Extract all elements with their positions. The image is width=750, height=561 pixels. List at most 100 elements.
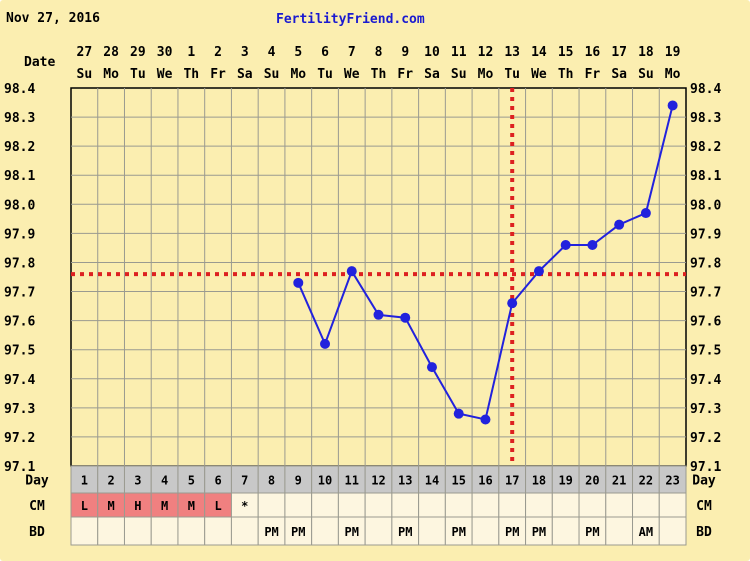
cm-cell [204, 492, 232, 518]
cm-cell [337, 492, 366, 518]
bd-cell-value: AM [639, 525, 653, 539]
temperature-point [560, 240, 571, 251]
bd-cell-value: PM [264, 525, 278, 539]
cm-cell-value: M [188, 499, 195, 513]
weekday-label: We [531, 67, 547, 82]
cm-cell-value: M [161, 499, 168, 513]
y-tick-left: 97.4 [4, 373, 35, 388]
temperature-point [480, 414, 491, 425]
bd-cell [364, 516, 393, 546]
day-cell-value: 23 [665, 474, 679, 488]
day-cell [150, 465, 179, 494]
day-cell-value: 20 [585, 474, 599, 488]
date-row-label: Date [24, 55, 55, 70]
bd-cell [204, 516, 232, 546]
temperature-point [533, 266, 544, 277]
y-tick-left: 97.8 [4, 256, 35, 271]
date-label: 27 [77, 45, 93, 60]
day-cell-value: 9 [295, 474, 302, 488]
cm-cell [230, 492, 259, 518]
cm-cell [551, 492, 580, 518]
bd-cell [123, 516, 152, 546]
cm-cell [418, 492, 446, 518]
day-cell-value: 15 [451, 474, 465, 488]
date-label: 13 [504, 45, 520, 60]
y-tick-left: 97.6 [4, 315, 35, 330]
temperature-point [614, 219, 625, 230]
day-cell [551, 465, 580, 494]
cm-cell [177, 492, 206, 518]
date-label: 10 [424, 45, 440, 60]
weekday-label: Th [558, 67, 574, 82]
day-cell-value: 13 [398, 474, 412, 488]
y-tick-left: 98.2 [4, 140, 35, 155]
day-cell [204, 465, 232, 494]
weekday-label: Th [371, 67, 387, 82]
bd-cell [498, 516, 527, 546]
weekday-label: Mo [665, 67, 681, 82]
date-label: 15 [558, 45, 574, 60]
day-cell [123, 465, 152, 494]
y-tick-right: 97.1 [690, 460, 721, 475]
y-tick-left: 97.1 [4, 460, 35, 475]
bd-cell [578, 516, 607, 546]
temperature-point [400, 312, 411, 323]
date-label: 17 [611, 45, 627, 60]
date-label: 3 [241, 45, 249, 60]
bd-cell [257, 516, 286, 546]
weekday-label: Su [264, 67, 280, 82]
brand-link[interactable]: FertilityFriend.com [276, 12, 425, 27]
cm-cell [525, 492, 553, 518]
day-cell [311, 465, 339, 494]
y-tick-right: 97.8 [690, 256, 721, 271]
y-tick-right: 97.5 [690, 344, 721, 359]
bd-cell-value: PM [451, 525, 465, 539]
bd-cell [444, 516, 473, 546]
date-label: 9 [401, 45, 409, 60]
cm-cell-value: L [214, 499, 221, 513]
cm-cell [632, 492, 660, 518]
day-cell [578, 465, 607, 494]
date-label: 2 [214, 45, 222, 60]
day-cell-value: 18 [532, 474, 546, 488]
bd-cell [97, 516, 125, 546]
day-cell-value: 14 [425, 474, 439, 488]
weekday-label: Tu [504, 67, 520, 82]
y-tick-left: 98.1 [4, 169, 35, 184]
bd-cell [230, 516, 259, 546]
day-cell-value: 16 [478, 474, 492, 488]
y-tick-left: 97.7 [4, 286, 35, 301]
day-cell-value: 5 [188, 474, 195, 488]
date-label: 12 [478, 45, 494, 60]
weekday-label: Sa [611, 67, 627, 82]
weekday-label: Fr [210, 67, 226, 82]
temperature-point [426, 362, 437, 373]
weekday-label: Sa [237, 67, 253, 82]
temperature-point [667, 100, 678, 111]
weekday-label: Su [77, 67, 93, 82]
cm-cell [150, 492, 179, 518]
date-label: 11 [451, 45, 467, 60]
weekday-label: Mo [103, 67, 119, 82]
date-label: 7 [348, 45, 356, 60]
y-tick-left: 97.9 [4, 227, 35, 242]
temperature-point [587, 240, 598, 251]
plot-area: 97.1 97.1 97.2 97.2 97.3 97.3 97.4 97.4 97.5 97.5… [4, 45, 721, 475]
bd-cell-value: PM [291, 525, 305, 539]
weekday-label: Fr [585, 67, 601, 82]
y-tick-right: 98.4 [690, 82, 721, 97]
cm-cell [471, 492, 500, 518]
date-label: 8 [375, 45, 383, 60]
weekday-label: Su [638, 67, 654, 82]
y-tick-left: 97.5 [4, 344, 35, 359]
cm-cell [311, 492, 339, 518]
day-cell [471, 465, 500, 494]
y-tick-right: 97.3 [690, 402, 721, 417]
bd-cell-value: PM [505, 525, 519, 539]
y-tick-left: 97.2 [4, 431, 35, 446]
temperature-point [346, 266, 357, 277]
day-row-label-right: Day [692, 474, 716, 489]
bd-cell-value: PM [345, 525, 359, 539]
cm-cell [284, 492, 313, 518]
